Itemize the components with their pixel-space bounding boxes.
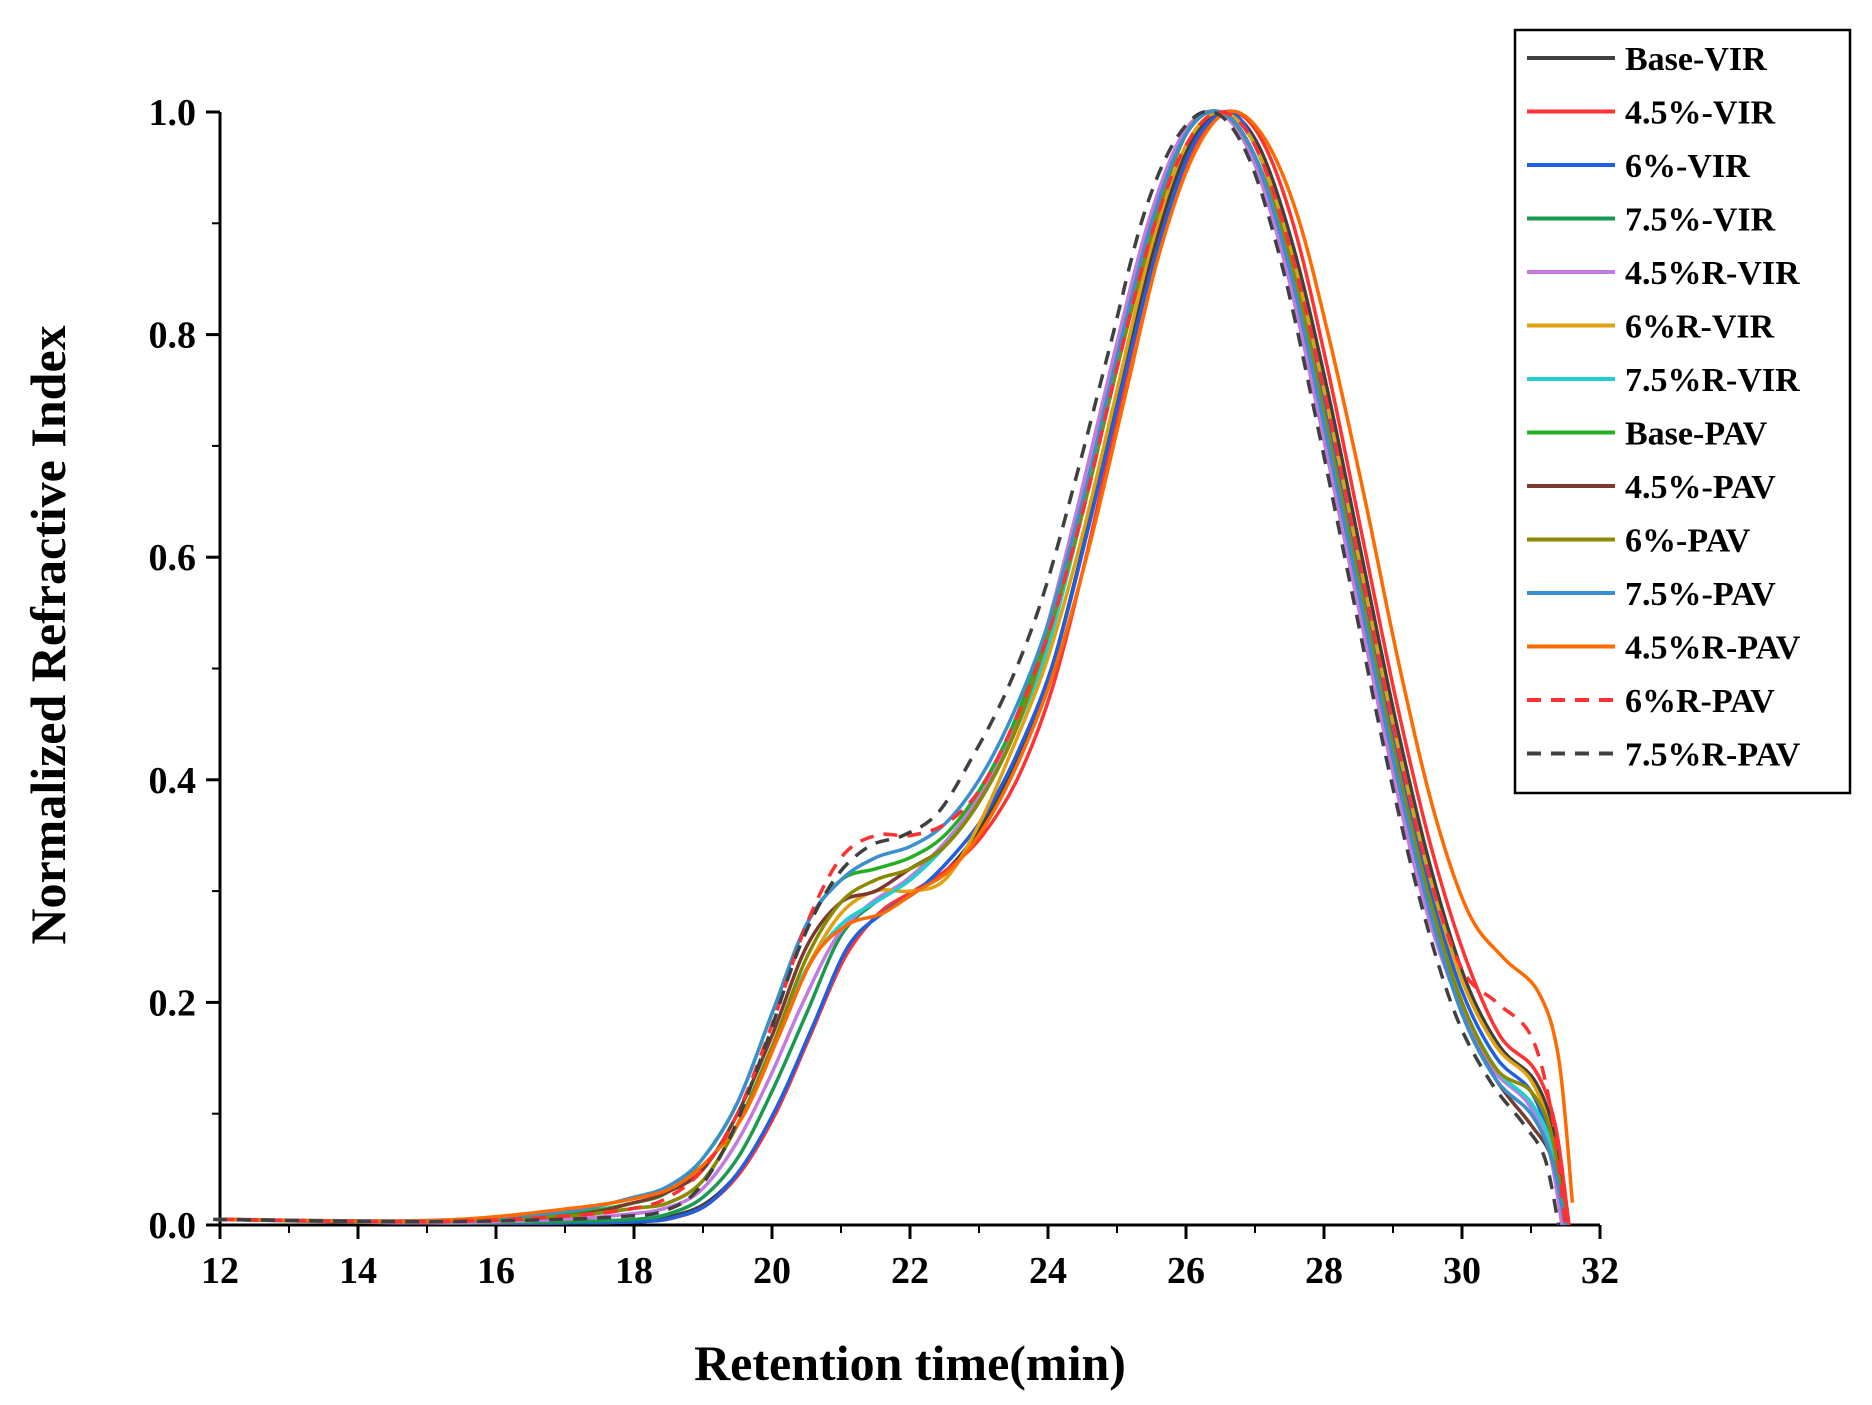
legend-label-4: 4.5%R-VIR bbox=[1625, 255, 1800, 292]
x-tick-label: 16 bbox=[477, 1250, 515, 1292]
x-tick-label: 22 bbox=[891, 1250, 929, 1292]
series-line-10 bbox=[219, 109, 1568, 1226]
legend-label-0: Base-VIR bbox=[1625, 41, 1767, 78]
legend-label-12: 6%R-PAV bbox=[1625, 683, 1775, 720]
legend: Base-VIR 4.5%-VIR 6%-VIR 7.5%-VIR 4.5%R-VIR 6… bbox=[1513, 28, 1852, 795]
series-line-13 bbox=[213, 109, 1561, 1226]
series-line-7 bbox=[219, 109, 1568, 1226]
y-tick-label: 0.8 bbox=[149, 315, 197, 357]
plot-frame bbox=[218, 112, 1600, 1227]
series-line-9 bbox=[219, 109, 1568, 1226]
legend-label-6: 7.5%R-VIR bbox=[1625, 362, 1800, 399]
curves-group bbox=[213, 109, 1575, 1226]
y-tick-label: 0.2 bbox=[149, 982, 197, 1024]
legend-label-8: 4.5%-PAV bbox=[1625, 469, 1776, 506]
x-tick-label: 24 bbox=[1029, 1250, 1067, 1292]
legend-label-10: 7.5%-PAV bbox=[1625, 576, 1776, 613]
legend-label-5: 6%R-VIR bbox=[1625, 309, 1775, 346]
legend-label-9: 6%-PAV bbox=[1625, 523, 1751, 560]
x-tick-label: 14 bbox=[339, 1250, 377, 1292]
x-tick-label: 20 bbox=[753, 1250, 791, 1292]
y-axis-title: Normalized Refractive Index bbox=[20, 325, 76, 944]
legend-label-13: 7.5%R-PAV bbox=[1625, 737, 1801, 774]
series-line-8 bbox=[219, 109, 1568, 1226]
series-line-2 bbox=[226, 110, 1568, 1226]
y-axis: 0.0 0.2 0.4 0.6 0.8 1.0 bbox=[149, 92, 220, 1247]
series-line-6 bbox=[219, 109, 1568, 1226]
legend-label-2: 6%-VIR bbox=[1625, 148, 1750, 185]
x-tick-label: 30 bbox=[1443, 1250, 1481, 1292]
y-tick-label: 0.4 bbox=[149, 760, 197, 802]
legend-label-1: 4.5%-VIR bbox=[1625, 95, 1776, 132]
y-tick-label: 1.0 bbox=[149, 92, 197, 134]
legend-box bbox=[1513, 28, 1852, 795]
series-line-5 bbox=[219, 110, 1568, 1226]
y-tick-label: 0.0 bbox=[149, 1205, 197, 1247]
legend-label-11: 4.5%R-PAV bbox=[1625, 630, 1801, 667]
x-tick-label: 32 bbox=[1581, 1250, 1619, 1292]
series-line-12 bbox=[219, 110, 1568, 1226]
y-tick-label: 0.6 bbox=[149, 537, 197, 579]
legend-label-3: 7.5%-VIR bbox=[1625, 202, 1776, 239]
x-axis: 12 14 16 18 20 22 24 26 28 30 32 bbox=[201, 1225, 1619, 1292]
x-axis-title: Retention time(min) bbox=[694, 1335, 1126, 1391]
series-line-3 bbox=[219, 109, 1568, 1226]
legend-label-7: Base-PAV bbox=[1625, 416, 1768, 453]
x-tick-label: 12 bbox=[201, 1250, 239, 1292]
x-tick-label: 26 bbox=[1167, 1250, 1205, 1292]
x-tick-label: 28 bbox=[1305, 1250, 1343, 1292]
series-line-4 bbox=[216, 109, 1564, 1226]
x-tick-label: 18 bbox=[615, 1250, 653, 1292]
